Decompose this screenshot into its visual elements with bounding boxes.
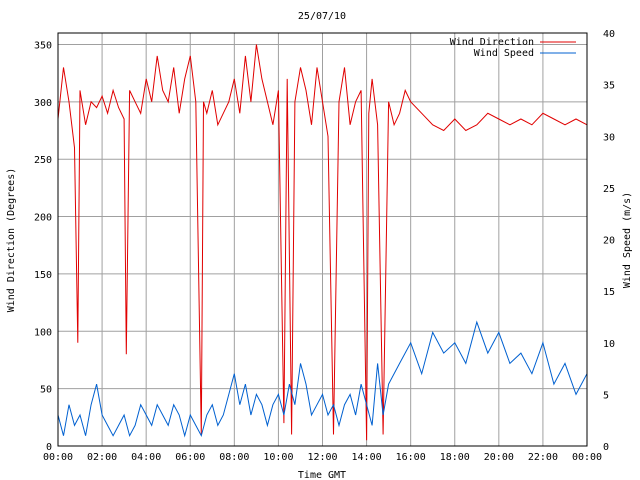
y-left-tick-label: 200 (34, 213, 52, 224)
y-right-tick-label: 0 (603, 442, 609, 453)
x-tick-label: 10:00 (263, 452, 293, 463)
legend-label-direction: Wind Direction (450, 37, 534, 48)
x-axis-label: Time GMT (298, 470, 346, 480)
y-right-tick-label: 25 (603, 184, 615, 195)
series-line-wind-speed (57, 320, 588, 438)
x-tick-label: 22:00 (528, 452, 558, 463)
y-right-tick-label: 35 (603, 81, 615, 92)
x-tick-label: 08:00 (219, 452, 249, 463)
x-tick-label: 00:00 (572, 452, 602, 463)
y-left-tick-label: 0 (46, 442, 52, 453)
legend-label-speed: Wind Speed (474, 48, 534, 59)
x-tick-label: 16:00 (396, 452, 426, 463)
x-tick-label: 20:00 (484, 452, 514, 463)
y-left-tick-label: 250 (34, 155, 52, 166)
x-tick-label: 00:00 (43, 452, 73, 463)
y-left-tick-label: 150 (34, 270, 52, 281)
series-layer (57, 44, 588, 441)
x-tick-label: 02:00 (87, 452, 117, 463)
y-right-tick-label: 30 (603, 132, 615, 143)
y-axis-right-label: Wind Speed (m/s) (622, 192, 633, 288)
plot-frame (57, 32, 588, 447)
legend: Wind Direction Wind Speed (450, 37, 576, 59)
y-right-tick-label: 20 (603, 236, 615, 247)
x-tick-label: 18:00 (440, 452, 470, 463)
y-right-tick-label: 15 (603, 287, 615, 298)
x-tick-label: 04:00 (131, 452, 161, 463)
chart-title: 25/07/10 (298, 11, 346, 22)
grid-layer (58, 33, 587, 446)
x-tick-label: 12:00 (307, 452, 337, 463)
x-tick-label: 14:00 (352, 452, 382, 463)
y-right-tick-label: 10 (603, 339, 615, 350)
y-right-tick-label: 5 (603, 390, 609, 401)
y-left-tick-label: 300 (34, 98, 52, 109)
y-left-tick-label: 50 (40, 385, 52, 396)
series-line-wind-direction (57, 44, 588, 441)
x-tick-label: 06:00 (175, 452, 205, 463)
tick-layer: 00:00 02:00 04:00 06:00 08:00 10:00 12:00 14:00… (34, 29, 615, 463)
y-left-tick-label: 100 (34, 327, 52, 338)
y-left-tick-label: 350 (34, 40, 52, 51)
y-axis-left-label: Wind Direction (Degrees) (6, 168, 17, 313)
y-right-tick-label: 40 (603, 29, 615, 40)
